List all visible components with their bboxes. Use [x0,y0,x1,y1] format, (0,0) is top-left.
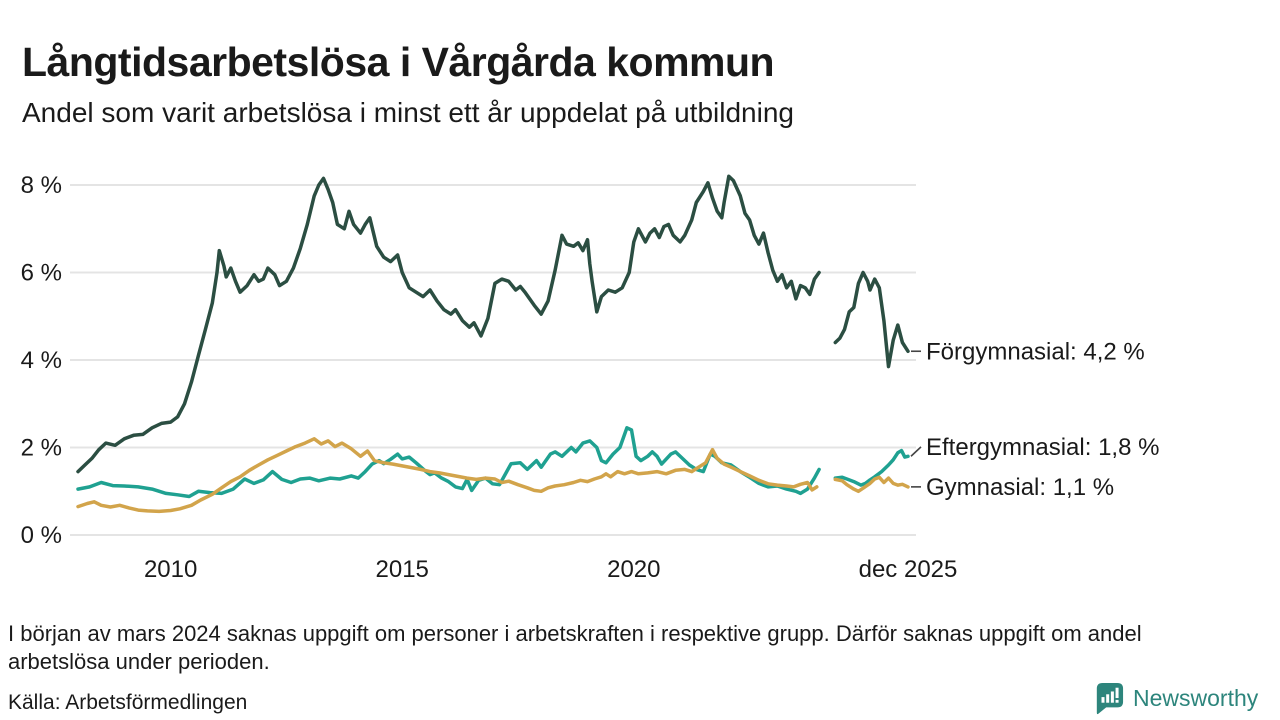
newsworthy-bars-icon [1094,682,1124,715]
page-title: Långtidsarbetslösa i Vårgårda kommun [22,39,775,86]
y-tick-label: 6 % [21,260,62,287]
y-tick-label: 2 % [21,435,62,462]
series-line-förgymnasial [76,174,821,474]
x-tick-label: dec 2025 [859,556,958,583]
x-tick-label: 2010 [144,556,197,583]
y-tick-label: 8 % [21,172,62,199]
chart-footnote: I början av mars 2024 saknas uppgift om … [8,621,1142,674]
series-line-gymnasial [833,475,910,494]
newsworthy-wordmark: Newsworthy [1133,685,1259,711]
y-tick-label: 4 % [21,347,62,374]
x-tick-label: 2015 [376,556,429,583]
series-end-label-förgymnasial: Förgymnasial: 4,2 % [926,338,1145,365]
newsworthy-logo: Newsworthy [1094,682,1258,715]
series-line-förgymnasial [833,270,910,369]
series-line-eftergymnasial [76,426,821,499]
series-end-label-eftergymnasial: Eftergymnasial: 1,8 % [926,434,1159,461]
series-line-eftergymnasial [833,448,910,487]
series-end-label-gymnasial: Gymnasial: 1,1 % [926,474,1114,501]
source-note: Källa: Arbetsförmedlingen [8,691,248,714]
x-tick-label: 2020 [607,556,660,583]
series-line-gymnasial [76,437,819,514]
y-tick-label: 0 % [21,522,62,549]
chart-subtitle: Andel som varit arbetslösa i minst ett å… [22,97,794,128]
label-dash [910,446,922,457]
